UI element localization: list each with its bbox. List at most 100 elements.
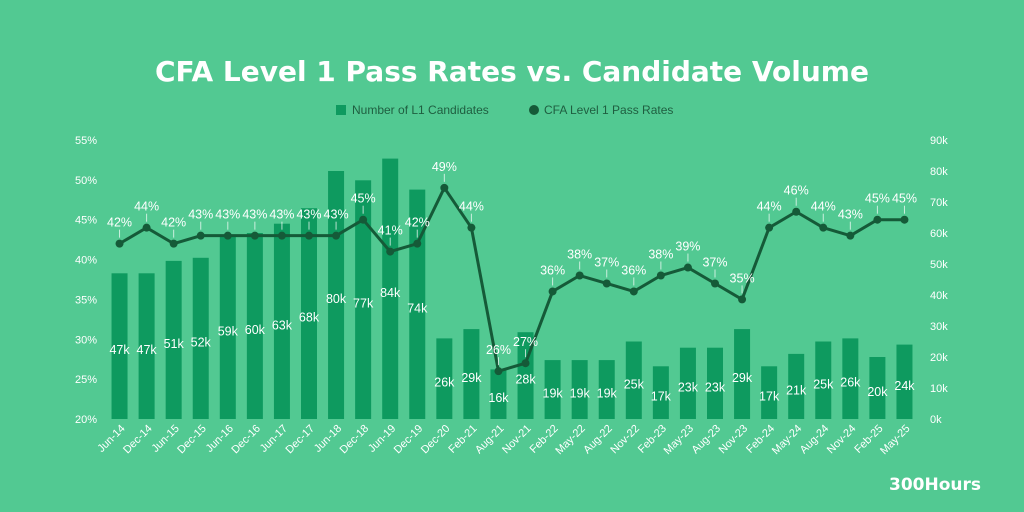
right-axis-tick: 0k [930, 414, 942, 426]
pass-rate-point [575, 271, 584, 280]
right-axis-tick: 20k [930, 352, 948, 364]
pass-rate-point [765, 223, 774, 232]
x-axis-tick: Dec-20 [419, 423, 453, 457]
pass-rate-label: 49% [432, 160, 457, 174]
pass-rate-point [413, 239, 422, 248]
candidate-bar [707, 347, 723, 419]
pass-rate-label: 43% [324, 208, 349, 222]
bar-series [111, 158, 913, 419]
candidate-bar [111, 273, 128, 419]
pass-rate-point [305, 231, 313, 240]
left-axis-tick: 20% [75, 414, 97, 426]
right-axis-tick: 70k [930, 197, 948, 209]
pass-rate-point [711, 279, 719, 288]
right-axis-tick: 50k [930, 259, 948, 271]
x-axis-tick: Dec-15 [175, 423, 209, 457]
pass-rate-point [683, 263, 692, 272]
chart-title: CFA Level 1 Pass Rates vs. Candidate Vol… [155, 55, 869, 88]
x-axis-tick: Nov-23 [717, 423, 751, 457]
candidate-bar-label: 17k [651, 390, 672, 404]
pass-rate-point [440, 183, 449, 192]
candidate-bar [896, 344, 913, 419]
candidate-bar [436, 338, 453, 419]
candidate-bar [409, 189, 426, 419]
x-axis-tick: Dec-14 [121, 423, 155, 457]
pass-rate-point [602, 279, 611, 288]
candidate-bar [192, 257, 209, 419]
right-axis-tick: 30k [930, 321, 948, 333]
candidate-bar-label: 24k [894, 379, 915, 393]
x-axis: Jun-14Dec-14Jun-15Dec-15Jun-16Dec-16Jun-… [95, 423, 912, 457]
x-axis-tick: Nov-21 [500, 423, 534, 457]
candidate-bar-label: 51k [164, 337, 185, 351]
pass-rate-label: 42% [107, 216, 132, 230]
candidate-bar-label: 59k [218, 325, 239, 339]
pass-rate-point [873, 215, 882, 224]
candidate-bar-label: 19k [597, 387, 618, 401]
candidate-bar-label: 19k [543, 387, 564, 401]
left-axis-tick: 40% [75, 255, 97, 267]
candidate-bar [301, 208, 317, 419]
x-axis-tick: May-23 [662, 423, 696, 457]
candidate-bar-label: 29k [732, 371, 753, 385]
x-axis-tick: May-25 [878, 423, 912, 457]
pass-rate-label: 38% [648, 248, 673, 262]
candidate-bar-label: 29k [461, 371, 482, 385]
candidate-bar [734, 329, 751, 419]
pass-rate-label: 27% [513, 335, 538, 349]
pass-rate-label: 41% [378, 224, 403, 238]
brand-logo: 300Hours [889, 475, 981, 495]
pass-rate-point [115, 239, 124, 248]
left-axis: 20% 25% 30% 35% 40% 45% 50% 55% [75, 135, 97, 426]
right-axis-tick: 60k [930, 228, 948, 240]
candidate-bar-label: 16k [488, 391, 509, 405]
candidate-bar-label: 74k [407, 301, 428, 315]
candidate-bar-label: 68k [299, 311, 320, 325]
pass-rate-label: 42% [405, 216, 430, 230]
pass-rate-label: 35% [730, 271, 755, 285]
candidate-bar-label: 21k [786, 383, 807, 397]
candidate-bar-label: 25k [813, 377, 834, 391]
left-axis-tick: 50% [75, 175, 97, 187]
candidate-bar-label: 52k [191, 335, 212, 349]
pass-rate-point [467, 223, 476, 232]
x-axis-tick: Aug-24 [798, 423, 832, 457]
candidate-bar [355, 180, 372, 419]
pass-rate-label: 43% [215, 208, 240, 222]
x-axis-tick: Nov-22 [608, 423, 642, 457]
line-series: 42%44%42%43% 43% 43% 43% 43% 43%45%41%42%49%4… [107, 160, 917, 376]
x-axis-tick: Aug-22 [581, 423, 615, 457]
candidate-bar [544, 360, 561, 419]
candidate-bar-label: 20k [867, 385, 888, 399]
legend-swatch-pass-rates [529, 105, 539, 115]
pass-rate-label: 36% [540, 263, 565, 277]
right-axis-tick: 80k [930, 166, 948, 178]
pass-rate-label: 43% [242, 208, 267, 222]
pass-rate-label: 26% [486, 343, 511, 357]
candidate-bar-label: 23k [705, 380, 726, 394]
candidate-bar [273, 223, 290, 419]
left-axis-tick: 55% [75, 135, 97, 147]
pass-rate-point [359, 215, 368, 224]
candidate-bar-label: 23k [678, 380, 699, 394]
candidate-bar [788, 353, 805, 419]
legend-swatch-candidates [336, 105, 346, 115]
candidate-bar-label: 17k [759, 390, 780, 404]
candidate-bar [165, 260, 182, 419]
bar-labels: 47k 47k 51k 52k 59k 60k 63k 68k 80k 77k 84k 74k 26k 2… [109, 286, 915, 405]
pass-rate-point [900, 215, 909, 224]
candidate-bar-label: 26k [434, 376, 455, 390]
pass-rate-label: 44% [459, 200, 484, 214]
right-axis: 0k 10k 20k 30k 40k 50k 60k 70k 80k 90k [930, 135, 948, 426]
candidate-bar [463, 329, 480, 419]
candidate-bar [815, 341, 832, 419]
x-axis-tick: Dec-18 [338, 423, 372, 457]
left-axis-tick: 30% [75, 334, 97, 346]
pass-rate-label: 37% [594, 255, 619, 269]
x-axis-tick: Dec-19 [392, 423, 426, 457]
pass-rate-point [521, 359, 530, 368]
candidate-bar [246, 233, 263, 419]
pass-rate-label: 45% [892, 192, 917, 206]
pass-rate-point [250, 231, 259, 240]
